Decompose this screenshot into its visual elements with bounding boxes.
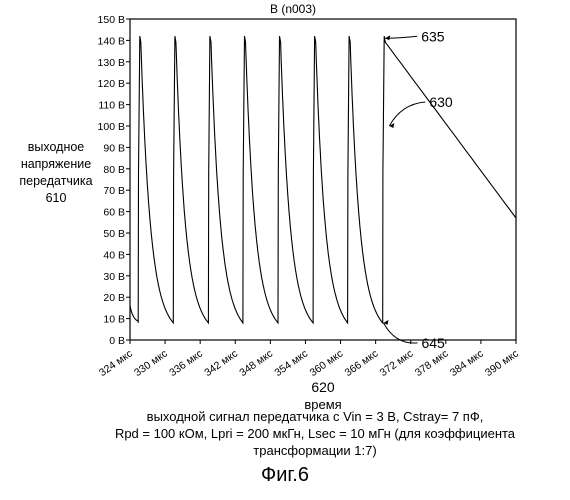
chart-title: В (n003) — [270, 2, 316, 16]
y-axis-label-line: напряжение — [0, 156, 112, 173]
caption-line: выходной сигнал передатчика с Vin = 3 В,… — [110, 408, 520, 425]
y-tick-label: 30 В — [103, 271, 125, 283]
figure-caption: выходной сигнал передатчика с Vin = 3 В,… — [110, 408, 520, 459]
y-axis-label-number: 610 — [0, 190, 112, 207]
y-tick-label: 140 В — [98, 35, 125, 47]
x-tick-label: 390 мкс — [483, 348, 521, 379]
x-tick-label: 378 мкс — [413, 348, 451, 379]
x-tick-label: 342 мкс — [202, 348, 240, 379]
annotation-label: 630 — [429, 94, 453, 110]
y-axis-label-line: передатчика — [0, 173, 112, 190]
y-tick-label: 110 В — [98, 100, 125, 112]
figure-label: Фиг.6 — [0, 464, 570, 487]
y-axis-label-line: выходное — [0, 139, 112, 156]
x-tick-label: 354 мкс — [272, 348, 310, 379]
x-tick-label: 372 мкс — [378, 348, 416, 379]
y-tick-label: 120 В — [98, 78, 125, 90]
y-tick-label: 150 В — [98, 14, 125, 26]
y-axis-label: выходное напряжение передатчика 610 — [0, 139, 112, 207]
x-tick-label: 336 мкс — [167, 348, 205, 379]
x-tick-label: 330 мкс — [132, 348, 170, 379]
x-axis-label-number: 620 — [311, 379, 335, 395]
caption-line: Rpd = 100 кОм, Lpri = 200 мкГн, Lsec = 1… — [110, 425, 520, 442]
y-tick-label: 130 В — [98, 57, 125, 69]
x-tick-label: 384 мкс — [448, 348, 486, 379]
y-tick-label: 40 В — [103, 249, 125, 261]
x-tick-label: 324 мкс — [97, 348, 135, 379]
annotation-label: 645 — [421, 335, 445, 351]
y-tick-label: 0 В — [109, 335, 125, 347]
y-tick-label: 50 В — [103, 228, 125, 240]
x-axis-ticks: 324 мкс330 мкс336 мкс342 мкс348 мкс354 м… — [97, 340, 521, 379]
x-tick-label: 360 мкс — [308, 348, 346, 379]
y-tick-label: 10 В — [103, 314, 125, 326]
plot-frame — [130, 19, 516, 340]
reference-annotations: 635 630 645 — [383, 28, 452, 351]
caption-line: трансформации 1:7) — [110, 442, 520, 459]
x-tick-label: 366 мкс — [343, 348, 381, 379]
output-voltage-series-line — [130, 36, 516, 323]
annotation-leader-line — [385, 36, 417, 38]
y-tick-label: 100 В — [98, 121, 125, 133]
annotation-label: 635 — [421, 28, 445, 44]
annotation-leader-line — [389, 102, 425, 126]
y-tick-label: 20 В — [103, 292, 125, 304]
x-tick-label: 348 мкс — [237, 348, 275, 379]
y-tick-label: 60 В — [103, 207, 125, 219]
